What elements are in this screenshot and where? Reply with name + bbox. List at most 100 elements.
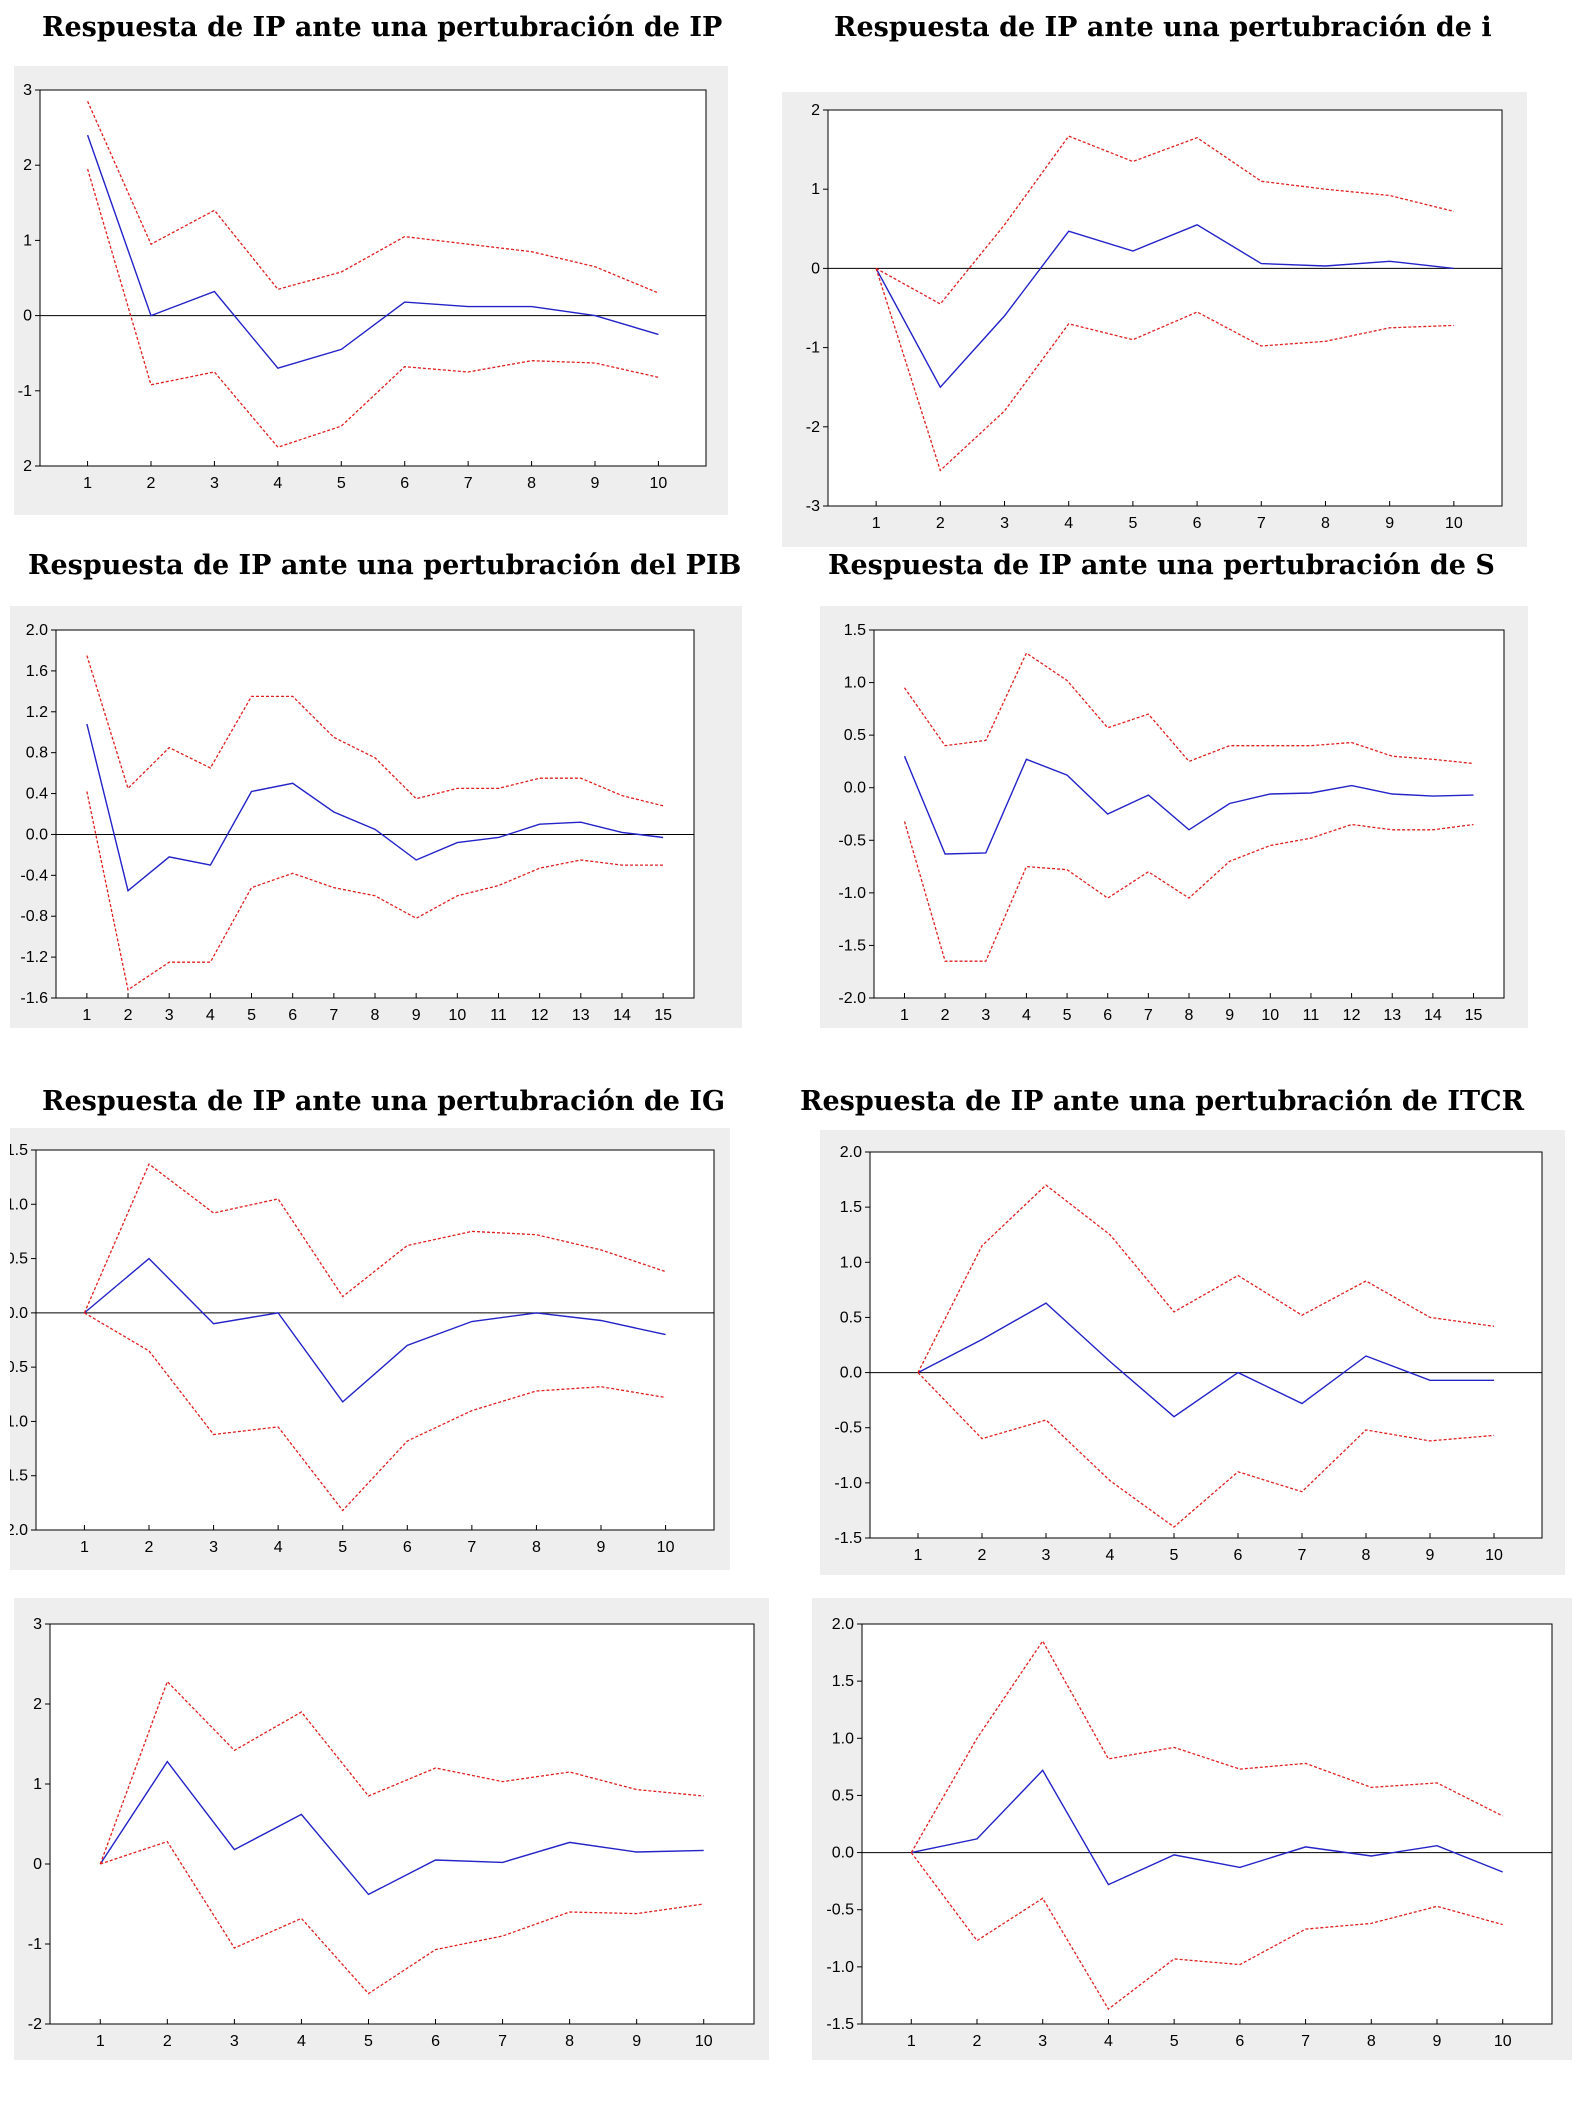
y-tick-label: 2: [811, 102, 820, 119]
x-tick-label: 10: [1494, 2033, 1512, 2050]
chart-title-itcr: Respuesta de IP ante una pertubración de…: [800, 1086, 1525, 1117]
y-tick-label: -1.6: [20, 990, 48, 1007]
y-tick-label: 2.0: [832, 1616, 854, 1633]
irf-chart-s: -2.0-1.5-1.0-0.50.00.51.01.51 2 3 4 5 6 7 8 9 10 1…: [820, 606, 1528, 1028]
y-tick-label: 0.5: [844, 727, 866, 744]
x-tick-label: 4: [206, 1007, 215, 1024]
irf-chart-ig: 2.0 1.5 1.0 .0.5 0.0 .0.5 1.0 1.5 1 2 3 4 5 6 7 8 9 10: [10, 1128, 730, 1570]
x-tick-label: 12: [531, 1007, 549, 1024]
irf-series-line: [875, 224, 1454, 389]
x-tick-label: 6: [288, 1007, 297, 1024]
x-tick-label: 1: [900, 1007, 909, 1024]
x-tick-label: 1: [80, 1539, 89, 1556]
x-tick-label: 4: [1104, 2033, 1113, 2050]
y-tick-label: 2.0: [26, 622, 48, 639]
x-tick-label: 13: [1383, 1007, 1401, 1024]
upper-band-line: [910, 1639, 1503, 1853]
x-tick-label: 4: [1064, 515, 1073, 532]
x-tick-label: 5: [338, 1539, 347, 1556]
chart-title-pib: Respuesta de IP ante una pertubración de…: [28, 550, 742, 581]
x-tick-label: 2: [124, 1007, 133, 1024]
y-tick-label: -3: [806, 498, 820, 515]
x-tick-label: 10: [1261, 1007, 1279, 1024]
x-tick-label: 9: [1385, 515, 1394, 532]
x-tick-label: 3: [209, 1539, 218, 1556]
y-tick-label: -1: [18, 383, 32, 400]
x-tick-label: 8: [1367, 2033, 1376, 2050]
x-tick-label: 2: [145, 1539, 154, 1556]
upper-band-line: [87, 101, 659, 294]
x-tick-label: 1: [83, 475, 92, 492]
y-tick-label: -1: [28, 1936, 42, 1953]
upper-band-line: [875, 135, 1455, 305]
lower-band-line: [917, 1372, 1495, 1528]
x-tick-label: 10: [448, 1007, 466, 1024]
irf-series-line: [911, 1769, 1503, 1886]
x-tick-label: 5: [1128, 515, 1137, 532]
y-tick-label: 2: [23, 157, 32, 174]
lower-band-line: [910, 1852, 1503, 2011]
x-tick-label: 5: [364, 2033, 373, 2050]
x-tick-label: 15: [1465, 1007, 1483, 1024]
x-tick-label: 2: [941, 1007, 950, 1024]
y-tick-label: 0.5: [840, 1309, 862, 1326]
x-tick-label: 8: [371, 1007, 380, 1024]
x-tick-label: 1: [82, 1007, 91, 1024]
chart-title-i: Respuesta de IP ante una pertubración de…: [834, 12, 1492, 43]
y-tick-label: -0.5: [826, 1902, 854, 1919]
y-tick-label: 0: [33, 1856, 42, 1873]
x-tick-label: 7: [1301, 2033, 1310, 2050]
y-tick-label: 1.0: [10, 1413, 28, 1430]
x-tick-label: 7: [329, 1007, 338, 1024]
y-tick-label: 0.0: [10, 1305, 28, 1322]
y-tick-label: -2: [806, 419, 820, 436]
x-tick-label: 5: [1170, 2033, 1179, 2050]
x-tick-label: 9: [412, 1007, 421, 1024]
y-tick-label: 2.0: [10, 1522, 28, 1539]
y-tick-label: -1.5: [834, 1530, 862, 1547]
y-tick-label: -2.0: [838, 990, 866, 1007]
x-tick-label: 8: [1362, 1547, 1371, 1564]
irf-chart-bottom-left: -2 -1 0 1 2 3 1 2 3 4 5 6 7 8 9 10: [14, 1598, 769, 2060]
x-tick-label: 3: [1000, 515, 1009, 532]
y-tick-label: -1.5: [838, 937, 866, 954]
y-tick-label: .0.5: [10, 1359, 28, 1376]
irf-series-line: [86, 723, 664, 892]
y-tick-label: 1: [811, 181, 820, 198]
y-tick-label: -1: [806, 340, 820, 357]
x-tick-label: 9: [597, 1539, 606, 1556]
y-tick-label: 0.0: [844, 780, 866, 797]
y-tick-label: -0.8: [20, 908, 48, 925]
x-tick-label: 7: [1257, 515, 1266, 532]
plot-area: [49, 1623, 755, 2025]
x-tick-label: 12: [1343, 1007, 1361, 1024]
y-tick-label: -1.0: [838, 885, 866, 902]
x-tick-label: 3: [230, 2033, 239, 2050]
irf-chart-bottom-right: -1.5 -1.0 -0.5 0.0 0.5 1.0 1.5 2.0 1 2 3 4 5 6 7 8 9 10: [812, 1598, 1572, 2060]
y-tick-label: -2: [28, 2016, 42, 2033]
y-tick-label: 1.5: [10, 1142, 28, 1159]
x-tick-label: 9: [1426, 1547, 1435, 1564]
chart-title-ip: Respuesta de IP ante una pertubración de…: [42, 12, 723, 43]
y-tick-label: 1: [23, 232, 32, 249]
x-tick-label: 2: [163, 2033, 172, 2050]
lower-band-line: [86, 791, 664, 991]
y-tick-label: -0.5: [834, 1420, 862, 1437]
y-tick-label: 0.8: [26, 745, 48, 762]
plot-area: [55, 629, 695, 999]
x-tick-label: 8: [532, 1539, 541, 1556]
irf-chart-itcr: -1.5 -1.0 -0.5 0.0 0.5 1.0 1.5 2.0 1 2 3 4 5 6 7 8 9 10: [820, 1130, 1565, 1575]
x-tick-label: 14: [613, 1007, 631, 1024]
x-tick-label: 4: [274, 1539, 283, 1556]
x-tick-label: 6: [1234, 1547, 1243, 1564]
x-tick-label: 9: [1225, 1007, 1234, 1024]
y-tick-label: 1.0: [840, 1254, 862, 1271]
y-tick-label: 3: [33, 1616, 42, 1633]
y-tick-label: 2: [23, 458, 32, 475]
y-tick-label: 1.0: [10, 1196, 28, 1213]
chart-title-s: Respuesta de IP ante una pertubración de…: [828, 550, 1495, 581]
chart-title-ig: Respuesta de IP ante una pertubración de…: [42, 1086, 726, 1117]
x-tick-label: 2: [936, 515, 945, 532]
y-tick-label: 1.0: [832, 1730, 854, 1747]
